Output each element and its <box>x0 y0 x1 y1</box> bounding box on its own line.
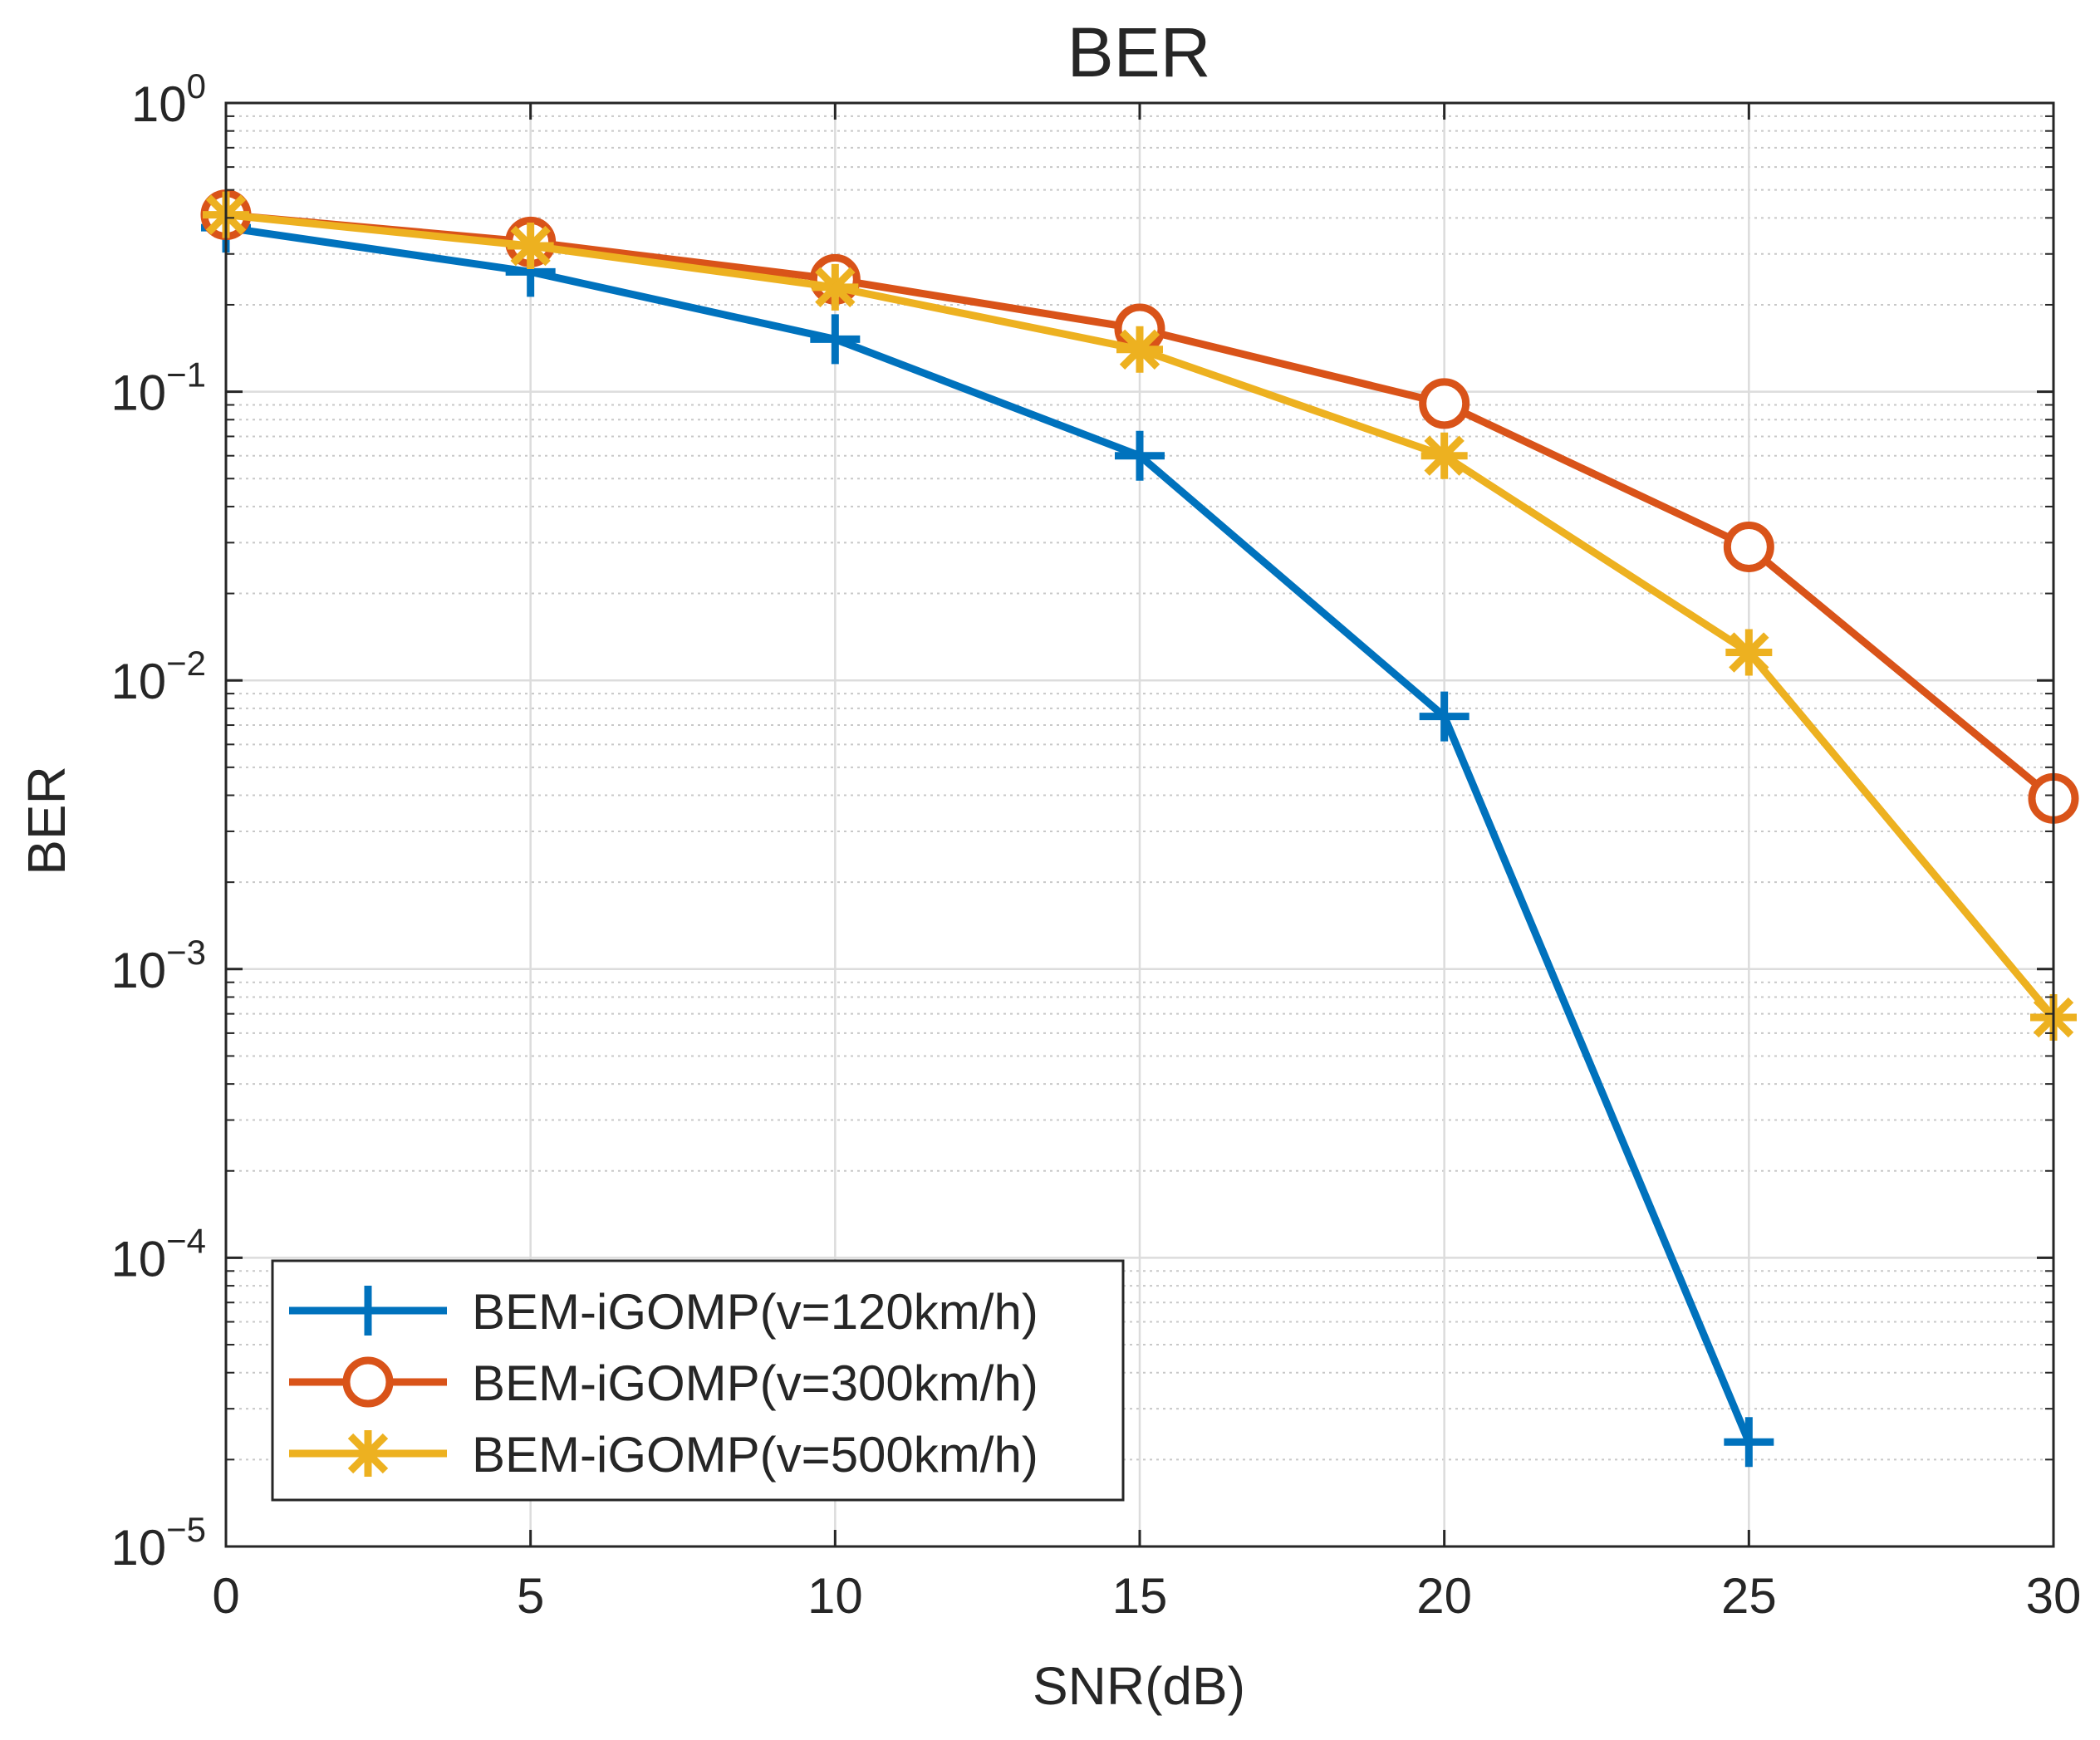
data-point-plus <box>1115 430 1165 481</box>
asterisk-arm <box>510 225 551 267</box>
y-tick-label: 10−4 <box>110 1221 206 1287</box>
x-tick-label: 20 <box>1416 1568 1472 1624</box>
legend-label: BEM-iGOMP(v=300km/h) <box>472 1355 1038 1411</box>
series-layer <box>200 189 2079 1468</box>
data-point-asterisk <box>1116 326 1163 373</box>
circle-marker <box>342 1356 394 1408</box>
series-line <box>225 223 1753 1444</box>
legend-item-3: BEM-iGOMP(v=500km/h) <box>289 1427 1038 1483</box>
asterisk-arm <box>1424 435 1465 476</box>
legend-marker-asterisk <box>345 1430 391 1477</box>
x-tick-label: 0 <box>212 1568 239 1624</box>
legend-label: BEM-iGOMP(v=500km/h) <box>472 1427 1038 1483</box>
x-tick-label: 25 <box>1721 1568 1777 1624</box>
data-point-asterisk <box>1725 629 1773 676</box>
legend-item-2: BEM-iGOMP(v=300km/h) <box>289 1355 1038 1411</box>
legend-marker-plus <box>343 1286 393 1336</box>
asterisk-arm <box>1729 632 1769 673</box>
data-point-asterisk <box>507 223 554 270</box>
x-axis-ticks: 0 5 10 15 20 25 30 <box>212 103 2081 1624</box>
data-point-asterisk <box>1420 432 1468 479</box>
x-tick-label: 10 <box>807 1568 863 1624</box>
legend-marker-circle <box>342 1356 394 1408</box>
y-axis-label: BER <box>17 766 76 875</box>
y-tick-label: 10−3 <box>110 933 206 998</box>
asterisk-arm <box>815 267 856 308</box>
series-3 <box>203 191 2077 1042</box>
chart-title: BER <box>1067 13 1211 91</box>
y-tick-label: 10−5 <box>110 1510 206 1576</box>
asterisk-arm <box>347 1433 389 1474</box>
legend-label: BEM-iGOMP(v=120km/h) <box>472 1284 1038 1340</box>
data-point-plus <box>810 314 861 365</box>
x-tick-label: 5 <box>517 1568 544 1624</box>
x-tick-label: 15 <box>1112 1568 1168 1624</box>
data-point-circle <box>1723 521 1774 572</box>
data-point-plus <box>1419 691 1470 742</box>
data-point-plus <box>1724 1417 1774 1468</box>
asterisk-arm <box>1119 329 1160 370</box>
legend: BEM-iGOMP(v=120km/h) BEM-iGOMP(v=300km/h)… <box>271 1259 1125 1502</box>
x-axis-label: SNR(dB) <box>1033 1656 1245 1716</box>
circle-marker <box>1419 378 1470 429</box>
circle-marker <box>1723 521 1774 572</box>
data-point-asterisk <box>812 263 859 311</box>
y-tick-label: 10−2 <box>110 644 206 709</box>
data-point-circle <box>1419 378 1470 429</box>
y-tick-label: 10−1 <box>110 355 206 421</box>
y-tick-label: 100 <box>131 66 206 132</box>
legend-item-1: BEM-iGOMP(v=120km/h) <box>289 1284 1038 1340</box>
y-axis-ticks: 100 10−1 10−2 10−3 10−4 10−5 <box>110 66 2053 1576</box>
x-tick-label: 30 <box>2026 1568 2082 1624</box>
